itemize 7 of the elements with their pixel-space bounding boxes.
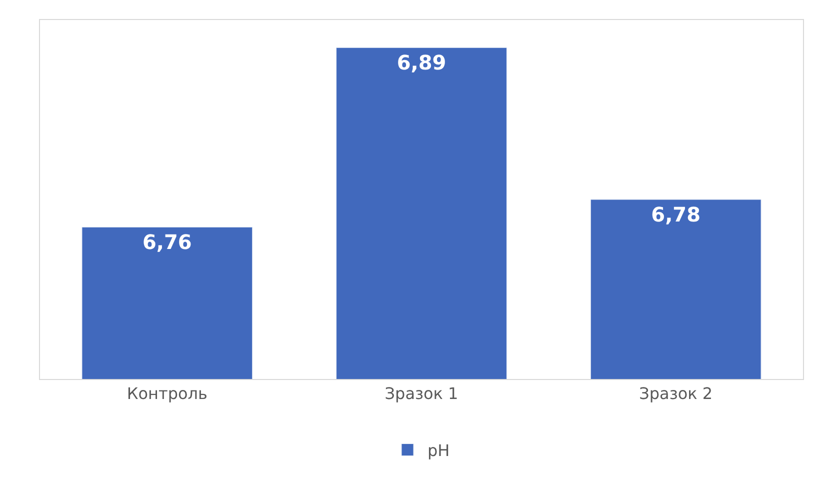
legend-label: pH: [428, 440, 450, 460]
x-tick-label: Зразок 2: [639, 384, 713, 404]
x-tick-label: Контроль: [126, 384, 208, 404]
data-label: 6,78: [651, 202, 701, 226]
x-tick-label: Зразок 1: [384, 384, 458, 404]
data-label: 6,89: [396, 50, 446, 75]
data-label: 6,76: [142, 230, 192, 254]
